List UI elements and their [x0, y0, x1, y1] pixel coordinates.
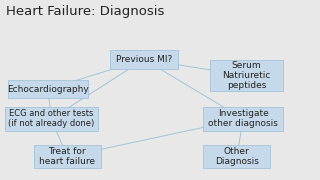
Text: Echocardiography: Echocardiography [7, 85, 89, 94]
FancyBboxPatch shape [8, 80, 88, 98]
Text: Previous MI?: Previous MI? [116, 55, 172, 64]
Text: Serum
Natriuretic
peptides: Serum Natriuretic peptides [222, 61, 271, 91]
FancyBboxPatch shape [34, 145, 101, 168]
Text: Investigate
other diagnosis: Investigate other diagnosis [208, 109, 278, 129]
FancyBboxPatch shape [203, 145, 270, 168]
Text: ECG and other tests
(if not already done): ECG and other tests (if not already done… [8, 109, 94, 129]
FancyBboxPatch shape [210, 60, 283, 91]
Text: Other
Diagnosis: Other Diagnosis [215, 147, 259, 166]
FancyBboxPatch shape [203, 107, 283, 130]
FancyBboxPatch shape [110, 50, 178, 69]
Text: Treat for
heart failure: Treat for heart failure [39, 147, 95, 166]
FancyBboxPatch shape [5, 107, 98, 130]
Text: Heart Failure: Diagnosis: Heart Failure: Diagnosis [6, 5, 165, 18]
